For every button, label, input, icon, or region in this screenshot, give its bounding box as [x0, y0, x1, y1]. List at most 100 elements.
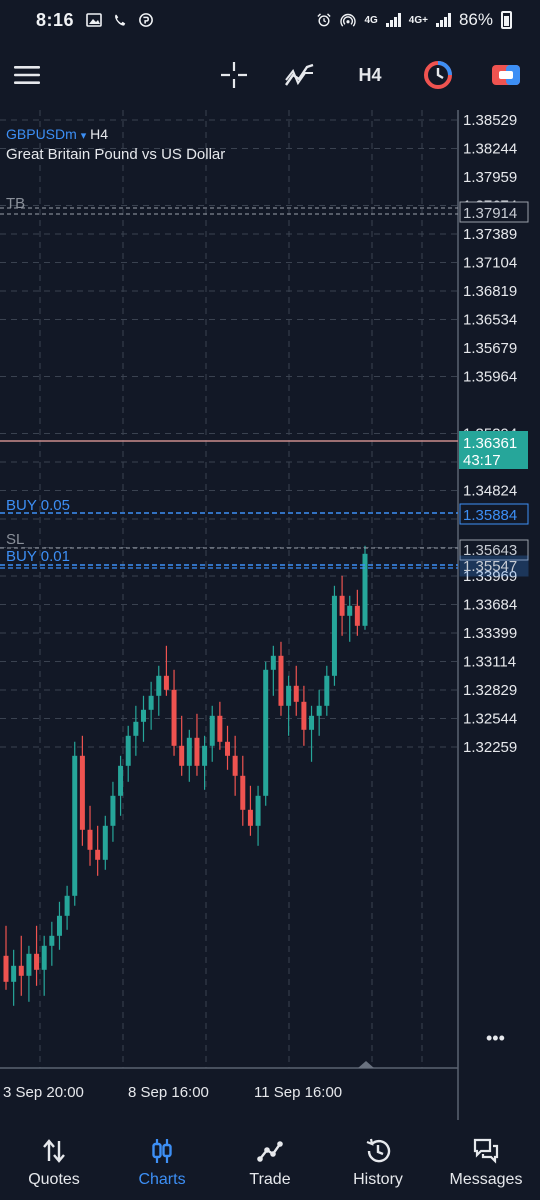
- candle-body: [209, 715, 215, 746]
- candle-body: [301, 701, 307, 730]
- symbol-header[interactable]: GBPUSDm ▾ H4: [6, 126, 108, 142]
- more-options-icon[interactable]: •••: [486, 1028, 505, 1048]
- hotspot-icon: [340, 13, 357, 27]
- tb-price-tag: [459, 201, 529, 223]
- symbol-dropdown-icon[interactable]: ▾: [81, 130, 87, 142]
- menu-button[interactable]: [12, 58, 42, 92]
- price-chart[interactable]: 1.385291.382441.376741.373891.371041.368…: [0, 110, 540, 1120]
- current-price-tag: [459, 431, 528, 469]
- candle-body: [362, 553, 368, 626]
- time-axis-label: 11 Sep 16:00: [254, 1084, 342, 1101]
- candle-body: [347, 605, 353, 616]
- price-axis-label: 1.33399: [463, 625, 517, 642]
- tb-price: 1.37914: [463, 205, 517, 222]
- candle-body: [156, 675, 162, 696]
- status-bar: 8:16 4G 4G+ 86%: [0, 0, 540, 40]
- candle-body: [133, 721, 139, 736]
- one-click-trading-button[interactable]: [488, 58, 524, 92]
- buy-order-price-tag-2: [459, 555, 529, 577]
- price-axis-label: 1.33684: [463, 597, 517, 614]
- candle-body: [95, 849, 101, 860]
- candle-body: [232, 755, 238, 776]
- tab-trade[interactable]: Trade: [216, 1125, 324, 1200]
- status-time: 8:16: [36, 9, 75, 30]
- scroll-marker-icon: [358, 1061, 374, 1068]
- tab-messages[interactable]: Messages: [432, 1125, 540, 1200]
- price-axis-label: 1.33114: [463, 654, 516, 671]
- stop-loss-price: 1.35643: [463, 542, 517, 559]
- candle-body: [225, 741, 231, 756]
- candle-body: [140, 709, 146, 722]
- notification-icons: [86, 13, 154, 27]
- candle-body: [309, 715, 315, 730]
- chart-canvas[interactable]: 1.385291.382441.376741.373891.371041.368…: [0, 110, 540, 1120]
- candle-body: [3, 955, 9, 982]
- timer-icon: [424, 61, 452, 89]
- one-click-trading-icon: [492, 65, 520, 85]
- trade-mode-button[interactable]: [420, 58, 456, 92]
- timeframe-button[interactable]: H4: [358, 64, 382, 85]
- buy-order-price-tag-1: [459, 503, 529, 525]
- chart-toolbar: H4: [0, 40, 540, 110]
- battery-icon: [501, 11, 512, 29]
- tab-charts[interactable]: Charts: [108, 1125, 216, 1200]
- messages-icon: [473, 1138, 499, 1164]
- price-axis-label: 1.32829: [463, 682, 517, 699]
- buy-order-price-1: 1.35884: [463, 507, 517, 524]
- price-axis-label: 1.38244: [463, 141, 517, 158]
- symbol-timeframe: H4: [90, 126, 108, 142]
- candle-body: [247, 809, 253, 826]
- candle-body: [293, 685, 299, 702]
- tab-history-label: History: [353, 1171, 403, 1188]
- phone-icon: [115, 14, 126, 26]
- price-axis-label: 1.36534: [463, 312, 517, 329]
- candle-body: [240, 775, 246, 810]
- candle-body: [186, 737, 192, 766]
- candle-body: [171, 689, 177, 746]
- indicators-icon: [285, 63, 314, 86]
- charts-icon: [152, 1139, 172, 1163]
- price-axis-label: 1.38529: [463, 112, 517, 129]
- price-axis-label-partial: 1.35679: [463, 340, 517, 357]
- current-price: 1.36361: [463, 435, 517, 452]
- crosshair-icon: [221, 62, 247, 88]
- candle-body: [102, 825, 108, 860]
- symbol-description: Great Britain Pound vs US Dollar: [6, 146, 225, 163]
- candle-body: [118, 765, 124, 796]
- history-icon: [366, 1138, 391, 1163]
- price-axis-label: 1.37104: [463, 255, 517, 272]
- buy-order-price-2: 1.35547: [463, 558, 517, 575]
- tb-label: TB: [6, 195, 25, 212]
- stop-loss-label: SL: [6, 531, 24, 548]
- candle-body: [324, 675, 330, 706]
- tab-trade-label: Trade: [249, 1171, 291, 1188]
- price-axis-label: 1.36819: [463, 283, 517, 300]
- hamburger-icon: [14, 66, 40, 84]
- candle-body: [34, 953, 40, 970]
- price-axis-label: 1.32259: [463, 739, 517, 756]
- candle-body: [217, 715, 223, 742]
- candle-body: [56, 915, 62, 936]
- candle-body: [49, 935, 55, 946]
- indicators-button[interactable]: [282, 58, 318, 92]
- tab-quotes[interactable]: Quotes: [0, 1125, 108, 1200]
- tab-messages-label: Messages: [449, 1171, 523, 1188]
- price-axis-label-partial: 1.37959: [463, 169, 517, 186]
- bottom-navigation: Quotes Charts Trade History Messages: [0, 1125, 540, 1200]
- signal-icon-1: [385, 13, 401, 27]
- price-axis-label: 1.32544: [463, 711, 517, 728]
- candle-body: [286, 685, 292, 706]
- gallery-icon: [86, 13, 102, 27]
- symbol-name[interactable]: GBPUSDm: [6, 126, 77, 142]
- time-axis-label: 8 Sep 16:00: [128, 1084, 209, 1101]
- network-label-1: 4G: [364, 14, 378, 26]
- signal-icon-2: [435, 13, 451, 27]
- candle-body: [339, 595, 345, 616]
- candle-body: [270, 655, 276, 670]
- candle-body: [26, 953, 32, 976]
- tab-history[interactable]: History: [324, 1125, 432, 1200]
- app-icon: [139, 13, 153, 27]
- trade-icon: [257, 1141, 283, 1162]
- candle-body: [41, 945, 47, 970]
- crosshair-button[interactable]: [218, 58, 250, 92]
